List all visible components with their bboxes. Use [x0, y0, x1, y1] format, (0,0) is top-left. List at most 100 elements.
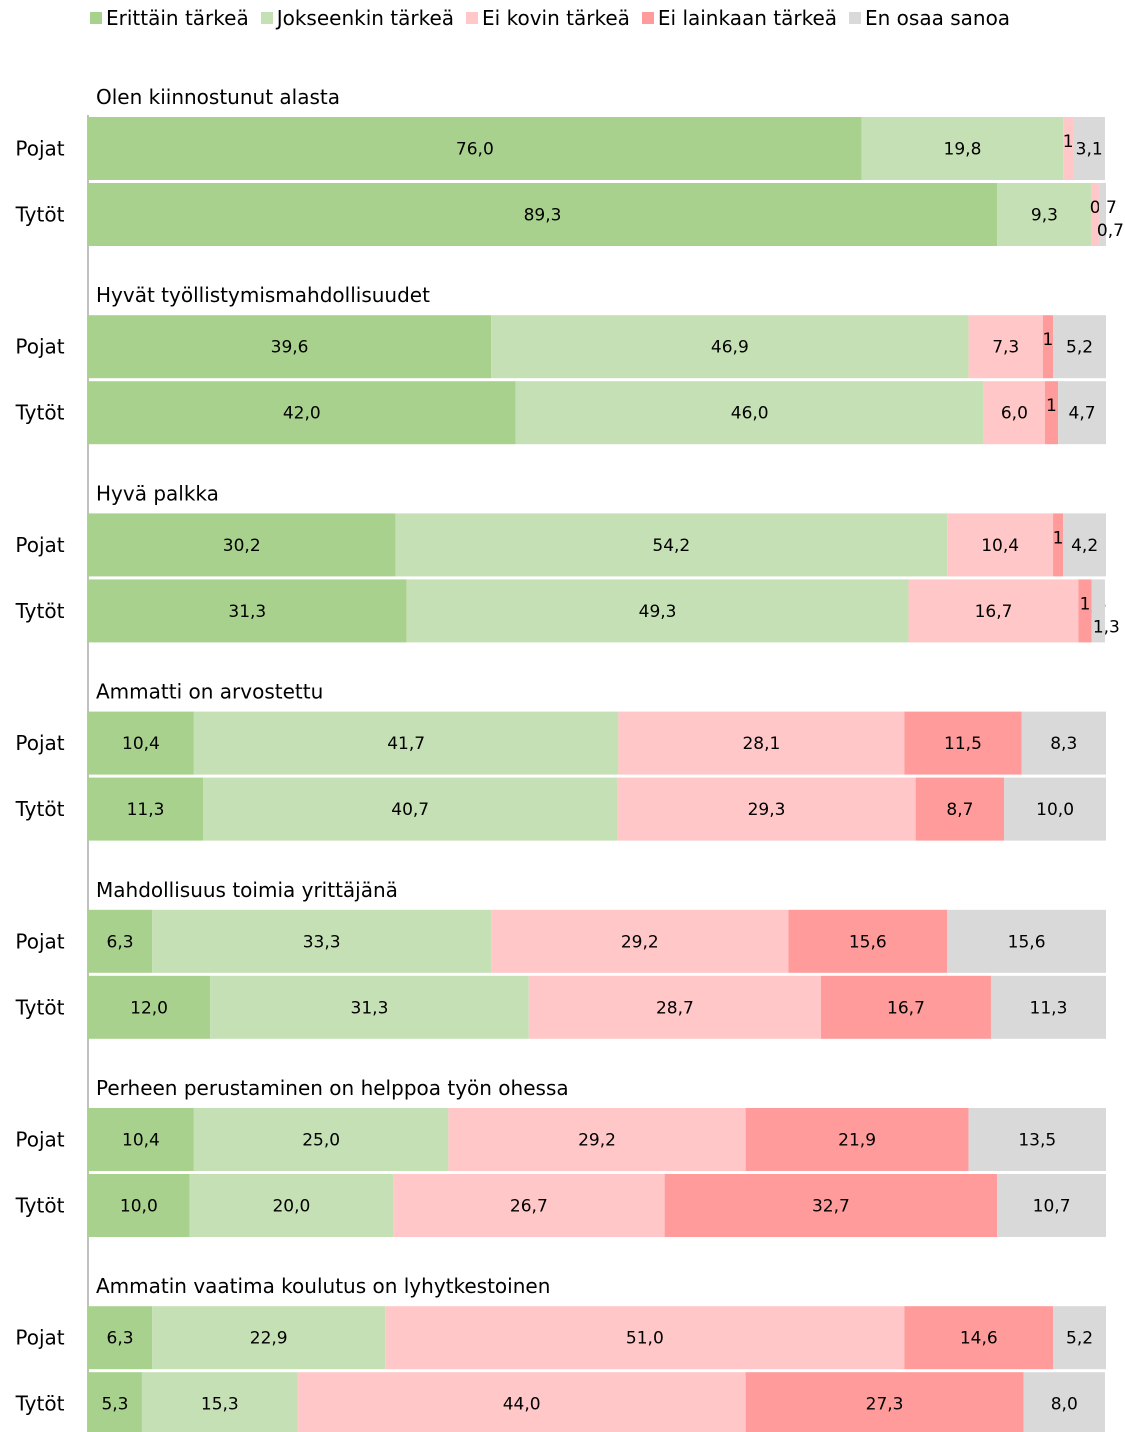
bar-segment: [745, 1372, 1024, 1432]
group-title: Perheen perustaminen on helppoa työn ohe…: [96, 1076, 569, 1100]
row-label: Pojat: [15, 731, 64, 755]
data-label: 1,3: [1093, 617, 1120, 637]
data-label: 28,7: [656, 998, 694, 1018]
bar-segment: [861, 117, 1064, 180]
bar-segment: [745, 1108, 969, 1171]
data-label: 10,0: [1036, 800, 1074, 820]
legend-label: Jokseenkin tärkeä: [276, 6, 455, 30]
row-label: Tytöt: [15, 797, 65, 821]
data-label: 5,2: [1066, 1329, 1093, 1349]
bar-segment: [189, 1174, 394, 1237]
bar-segment: [904, 1306, 1054, 1370]
data-label: 28,1: [742, 734, 780, 754]
group-title: Hyvä palkka: [96, 481, 219, 505]
bar-segment: [210, 975, 529, 1039]
bar-segment: [1073, 117, 1105, 180]
bar-segment: [152, 909, 492, 973]
bar-segment: [88, 1174, 190, 1237]
bar-segment: [448, 1108, 746, 1171]
data-label: 4,2: [1071, 536, 1098, 556]
row-label: Tytöt: [15, 599, 65, 623]
data-label: 9,3: [1031, 206, 1058, 226]
legend-item-erittain-tarkea: Erittäin tärkeä: [90, 6, 249, 30]
bar-segment: [515, 381, 984, 445]
data-label: 15,6: [849, 932, 887, 952]
bar-segment: [617, 777, 916, 841]
data-label: 22,9: [250, 1329, 288, 1349]
bar-segment: [664, 1174, 998, 1237]
bar-segment: [152, 1306, 386, 1370]
data-label: 10,4: [122, 734, 160, 754]
data-label: 10,4: [122, 1131, 160, 1151]
data-label: 32,7: [812, 1197, 850, 1217]
bar-segment: [618, 711, 905, 775]
data-label: 15,3: [201, 1395, 239, 1415]
data-label: 6,3: [107, 932, 134, 952]
data-label: 46,9: [711, 338, 749, 358]
legend-label: Ei lainkaan tärkeä: [657, 6, 838, 30]
data-label: 31,3: [351, 998, 389, 1018]
row-label: Pojat: [15, 533, 64, 557]
group-title: Mahdollisuus toimia yrittäjänä: [96, 878, 398, 902]
data-label: 4,7: [1069, 404, 1096, 424]
bar-segment: [997, 183, 1092, 246]
bar-segment: [968, 1108, 1106, 1171]
data-label: 33,3: [303, 932, 341, 952]
bar-segment: [1004, 777, 1106, 841]
data-label: 3,1: [1076, 140, 1103, 160]
data-label: 29,3: [748, 800, 786, 820]
data-label: 30,2: [223, 536, 261, 556]
bar-segment: [983, 381, 1045, 445]
bar-segment: [1044, 381, 1059, 445]
legend-swatch: [260, 12, 273, 24]
data-label: 21,9: [838, 1131, 876, 1151]
data-label: 44,0: [503, 1395, 541, 1415]
bar-segment: [1042, 315, 1054, 379]
bar-segment: [88, 579, 407, 643]
data-label: 15,6: [1008, 932, 1046, 952]
row-label: Pojat: [15, 929, 64, 953]
data-label: 6,3: [107, 1329, 134, 1349]
bar-segment: [88, 777, 204, 841]
bar-segment: [88, 975, 211, 1039]
data-label: 11,5: [944, 734, 982, 754]
legend-item-en-osaa-sanoa: En osaa sanoa: [849, 6, 1010, 30]
data-label: 8,0: [1051, 1395, 1078, 1415]
data-label: 12,0: [130, 998, 168, 1018]
legend-swatch: [90, 12, 102, 24]
bar-segment: [1063, 513, 1106, 577]
data-label: 25,0: [302, 1131, 340, 1151]
data-label: 51,0: [626, 1329, 664, 1349]
bar-segment: [1091, 579, 1105, 643]
bar-segment: [88, 315, 492, 379]
row-label: Tytöt: [15, 1194, 65, 1218]
data-label: 54,2: [652, 536, 690, 556]
group-title: Hyvät työllistymismahdollisuudet: [96, 283, 430, 307]
bar-segment: [1053, 1306, 1106, 1370]
data-label: 10,0: [120, 1197, 158, 1217]
legend-swatch: [849, 12, 862, 24]
bar-segment: [915, 777, 1005, 841]
legend-item-ei-kovin-tarkea: Ei kovin tärkeä: [466, 6, 630, 30]
legend-label: En osaa sanoa: [865, 6, 1011, 30]
bar-segment: [1078, 579, 1092, 643]
bar-segment: [88, 711, 194, 775]
bar-segment: [990, 975, 1106, 1039]
data-label: 11,3: [127, 800, 165, 820]
bar-segment: [88, 1108, 194, 1171]
bar-segment: [1058, 381, 1106, 445]
bar-segment: [997, 1174, 1106, 1237]
data-label: 16,7: [887, 998, 925, 1018]
row-label: Pojat: [15, 335, 64, 359]
data-label: 7,3: [992, 338, 1019, 358]
bar-segment: [88, 381, 516, 445]
data-label: 46,0: [731, 404, 769, 424]
bar-segment: [491, 909, 789, 973]
data-label: 20,0: [272, 1197, 310, 1217]
bar-segment: [193, 711, 619, 775]
bar-segment: [88, 1306, 153, 1370]
data-label: 89,3: [524, 206, 562, 226]
legend-swatch: [466, 12, 479, 24]
bar-segment: [141, 1372, 298, 1432]
data-label: 49,3: [639, 602, 677, 622]
